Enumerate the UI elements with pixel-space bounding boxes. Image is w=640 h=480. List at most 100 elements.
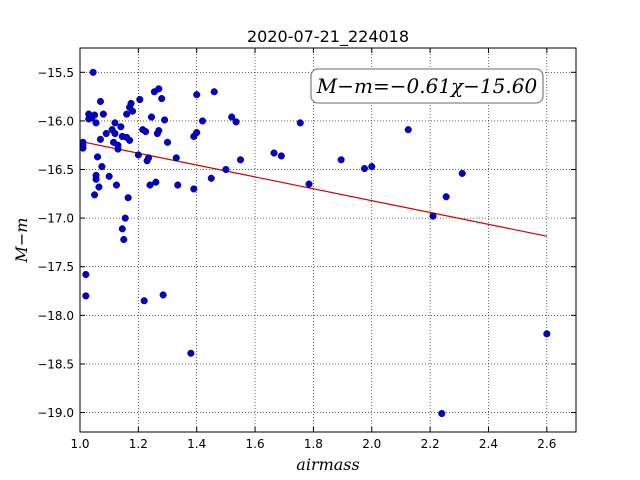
data-point (147, 113, 156, 121)
data-point (337, 156, 345, 164)
y-tick-label: −18.5 (37, 357, 74, 371)
y-tick-label: −15.5 (37, 66, 74, 80)
data-point (429, 212, 437, 220)
y-tick-label: −18.0 (37, 309, 74, 323)
data-point (193, 129, 201, 137)
data-points (79, 68, 551, 418)
data-point (127, 99, 135, 107)
data-point (98, 163, 106, 171)
data-point (222, 165, 230, 174)
x-tick-label: 1.6 (246, 437, 265, 451)
data-point (136, 95, 144, 104)
plot-frame (79, 47, 577, 433)
data-point (458, 169, 466, 177)
data-point (111, 119, 119, 127)
plot-area (80, 48, 576, 432)
data-point (123, 110, 131, 118)
y-tick-label: −16.0 (37, 114, 74, 128)
data-point (277, 152, 285, 160)
data-point (92, 175, 100, 183)
x-tick-label: 1.0 (70, 437, 89, 451)
data-point (270, 149, 278, 157)
chart-title: 2020-07-21_224018 (247, 27, 409, 47)
annotation-text: M−m=−0.61χ−15.60 (316, 74, 538, 98)
data-point (92, 119, 100, 127)
data-point (82, 270, 90, 279)
data-point (210, 88, 218, 96)
data-point (140, 297, 148, 305)
data-point (102, 129, 110, 138)
data-point (207, 174, 215, 182)
data-point (111, 129, 119, 138)
x-tick-label: 2.0 (362, 437, 381, 451)
data-point (174, 181, 182, 189)
annotation-box (310, 68, 544, 104)
data-point (163, 138, 172, 146)
fit-annotation: M−m=−0.61χ−15.60 (310, 68, 544, 104)
data-point (296, 119, 304, 127)
y-tick-label: −19.0 (37, 406, 74, 420)
data-point (193, 91, 201, 99)
x-tick-label: 2.4 (479, 437, 498, 451)
data-point (82, 292, 90, 300)
data-point (96, 97, 104, 106)
data-point (105, 172, 113, 180)
data-point (142, 128, 150, 136)
data-point (114, 141, 122, 149)
data-point (99, 110, 107, 118)
data-point (95, 183, 103, 191)
x-tick-label: 1.8 (304, 437, 323, 451)
data-point (543, 330, 551, 338)
data-point (155, 127, 163, 135)
x-tick-label: 2.6 (537, 437, 556, 451)
data-point (118, 225, 126, 233)
data-point (91, 191, 99, 199)
data-point (112, 181, 121, 189)
data-point (121, 214, 129, 222)
data-point (198, 117, 207, 125)
data-point (159, 291, 167, 299)
data-point (124, 194, 132, 202)
y-tick-label: −16.5 (37, 163, 74, 177)
data-point (128, 107, 137, 115)
y-axis-label: M−m (12, 218, 31, 264)
data-point (438, 409, 446, 418)
data-point (126, 136, 134, 144)
y-tick-label: −17.0 (37, 212, 74, 226)
data-point (96, 135, 104, 143)
data-point (368, 163, 376, 171)
fit-line-group (79, 140, 547, 237)
data-point (190, 185, 198, 193)
data-point (158, 95, 166, 103)
x-tick-label: 1.4 (187, 437, 206, 451)
y-tick-label: −17.5 (37, 260, 74, 274)
data-point (155, 85, 163, 93)
data-point (79, 138, 87, 146)
x-tick-label: 1.2 (129, 437, 148, 451)
x-tick-labels: 1.0 1.2 1.4 1.6 1.8 2.0 2.2 2.4 2.6 (70, 437, 556, 451)
data-point (89, 68, 97, 76)
data-point (232, 118, 240, 126)
data-point (228, 113, 236, 121)
data-point (442, 193, 450, 201)
grid (80, 48, 576, 432)
data-point (134, 151, 142, 159)
data-point (146, 181, 154, 189)
data-point (117, 123, 125, 131)
data-point (145, 154, 153, 162)
fit-line (79, 140, 547, 237)
data-point (152, 178, 160, 186)
data-point (305, 180, 313, 188)
data-point (236, 156, 245, 164)
x-tick-label: 2.2 (421, 437, 440, 451)
x-axis-label: airmass (296, 455, 359, 474)
axis-ticks (79, 48, 576, 432)
data-point (404, 126, 412, 134)
data-point (161, 116, 169, 124)
data-point (360, 164, 369, 173)
data-point (120, 235, 128, 244)
data-point (91, 111, 99, 119)
data-point (172, 154, 180, 162)
y-tick-labels: −15.5 −16.0 −16.5 −17.0 −17.5 −18.0 −18.5 −19.0 (37, 66, 74, 420)
